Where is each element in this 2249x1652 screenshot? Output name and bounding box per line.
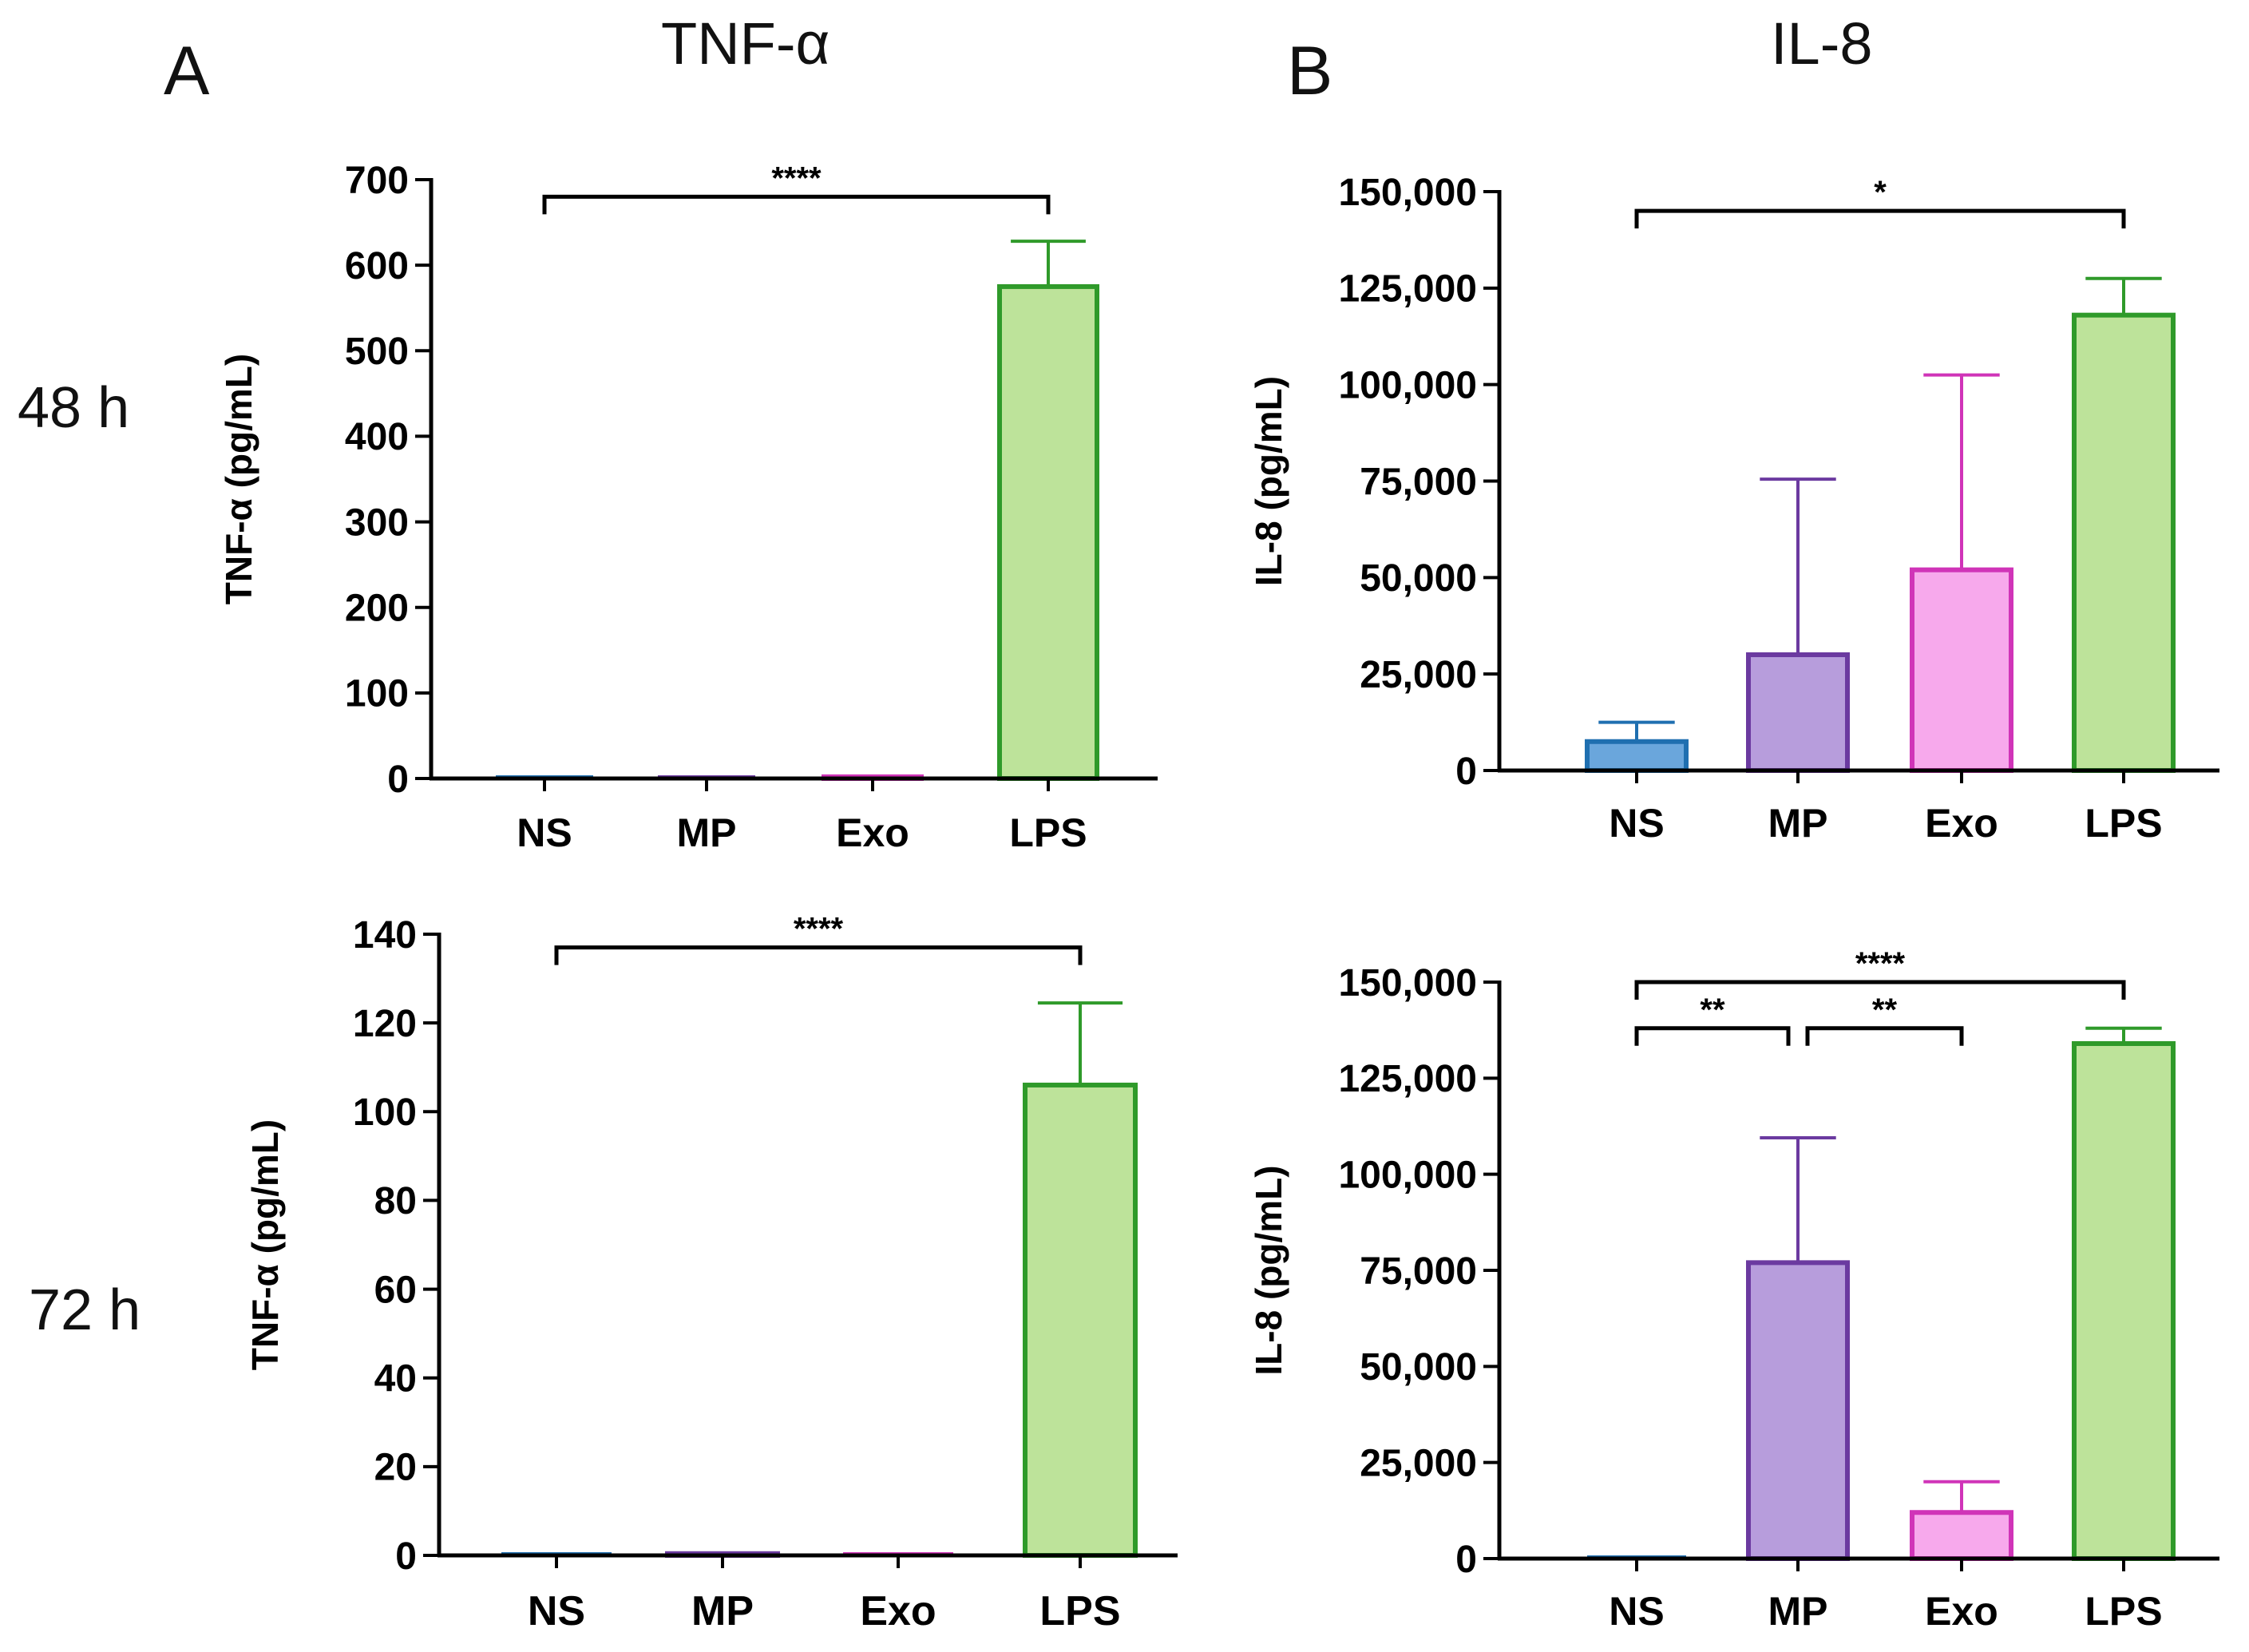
panel-b-title: IL-8 [1771,10,1873,77]
y-tick-label: 600 [345,245,409,287]
x-tick-label-exo: Exo [1925,801,1998,846]
y-tick-label: 400 [345,416,409,458]
y-tick-label: 40 [374,1358,417,1400]
significance-bracket [554,945,1083,965]
x-tick-label-mp: MP [677,810,737,855]
significance-label: ** [1872,992,1898,1028]
bar-lps [2072,1041,2176,1561]
y-tick-label: 50,000 [1360,557,1477,600]
chart-tnf-48h: NS MP Exo LPS 0 100 200 300 400 500 600 700 TNF-α (p… [218,160,1158,855]
panel-a-letter: A [164,33,210,109]
significance-label: **** [771,160,822,196]
significance-bracket [542,194,1051,215]
y-tick-label: 50,000 [1360,1346,1477,1389]
y-tick-label: 120 [353,1003,417,1045]
x-tick-label-mp: MP [1768,801,1828,846]
chart-il8-72h: NS MP Exo LPS 0 25,000 50,000 75,000 100,000 125,… [1248,946,2219,1634]
significance-label: **** [1855,946,1906,981]
y-tick-label: 100,000 [1338,364,1477,406]
x-tick-label-ns: NS [1609,801,1664,846]
significance-bracket [1634,1026,1791,1046]
y-tick-label: 20 [374,1447,417,1489]
y-tick-label: 100,000 [1338,1154,1477,1196]
y-axis-title: IL-8 (pg/mL) [1248,376,1289,586]
panel-a-title: TNF-α [661,10,830,77]
x-tick-label-mp: MP [691,1588,754,1634]
x-tick-label-exo: Exo [860,1588,936,1634]
y-tick-label: 25,000 [1360,1442,1477,1484]
bar-lps [2072,312,2176,773]
panel-b-letter: B [1287,33,1333,109]
x-tick-label-lps: LPS [1009,810,1087,855]
bar-exo [1910,567,2013,774]
y-tick-label: 140 [353,914,417,957]
x-tick-label-lps: LPS [2085,1589,2162,1634]
chart-tnf-72h: NS MP Exo LPS 0 20 40 60 80 100 120 140 TNF-α (pg/mL… [244,912,1178,1634]
y-axis-title: TNF-α (pg/mL) [218,354,259,604]
y-tick-label: 125,000 [1338,1058,1477,1100]
y-tick-label: 75,000 [1360,1250,1477,1293]
x-tick-label-ns: NS [528,1588,585,1634]
significance-bracket [1634,208,2126,229]
significance-label: **** [794,912,844,947]
y-tick-label: 25,000 [1360,654,1477,696]
y-tick-label: 0 [1455,1539,1477,1581]
y-tick-label: 80 [374,1180,417,1222]
x-tick-label-exo: Exo [836,810,909,855]
y-tick-label: 300 [345,501,409,544]
y-tick-label: 0 [395,1535,417,1578]
bar-ns [1585,739,1689,773]
y-tick-label: 150,000 [1338,172,1477,214]
x-tick-label-lps: LPS [2085,801,2162,846]
bar-lps [997,283,1099,781]
bar-mp [1746,1260,1850,1561]
y-tick-label: 125,000 [1338,268,1477,311]
bar-exo [1910,1510,2013,1561]
significance-bracket [1634,980,2126,1000]
bar-lps [1023,1082,1138,1558]
x-tick-label-lps: LPS [1039,1588,1120,1634]
y-tick-label: 100 [345,673,409,715]
y-axis-title: IL-8 (pg/mL) [1248,1165,1289,1375]
y-tick-label: 75,000 [1360,461,1477,503]
x-tick-label-exo: Exo [1925,1589,1998,1634]
significance-label: * [1874,175,1887,210]
chart-il8-48h: NS MP Exo LPS 0 25,000 50,000 75,000 100,000 125,… [1248,172,2219,846]
x-tick-label-ns: NS [517,810,572,855]
y-tick-label: 100 [353,1091,417,1134]
significance-label: ** [1700,992,1725,1028]
significance-bracket [1805,1026,1964,1046]
row-label-72h: 72 h [29,1278,141,1342]
y-tick-label: 700 [345,160,409,202]
y-tick-label: 0 [1455,751,1477,793]
x-tick-label-mp: MP [1768,1589,1828,1634]
y-tick-label: 500 [345,331,409,373]
y-tick-label: 150,000 [1338,962,1477,1004]
row-label-48h: 48 h [18,376,130,440]
y-tick-label: 200 [345,588,409,630]
y-axis-title: TNF-α (pg/mL) [244,1119,286,1370]
y-tick-label: 60 [374,1269,417,1311]
y-tick-label: 0 [387,759,409,801]
bar-mp [1746,652,1850,773]
x-tick-label-ns: NS [1609,1589,1664,1634]
